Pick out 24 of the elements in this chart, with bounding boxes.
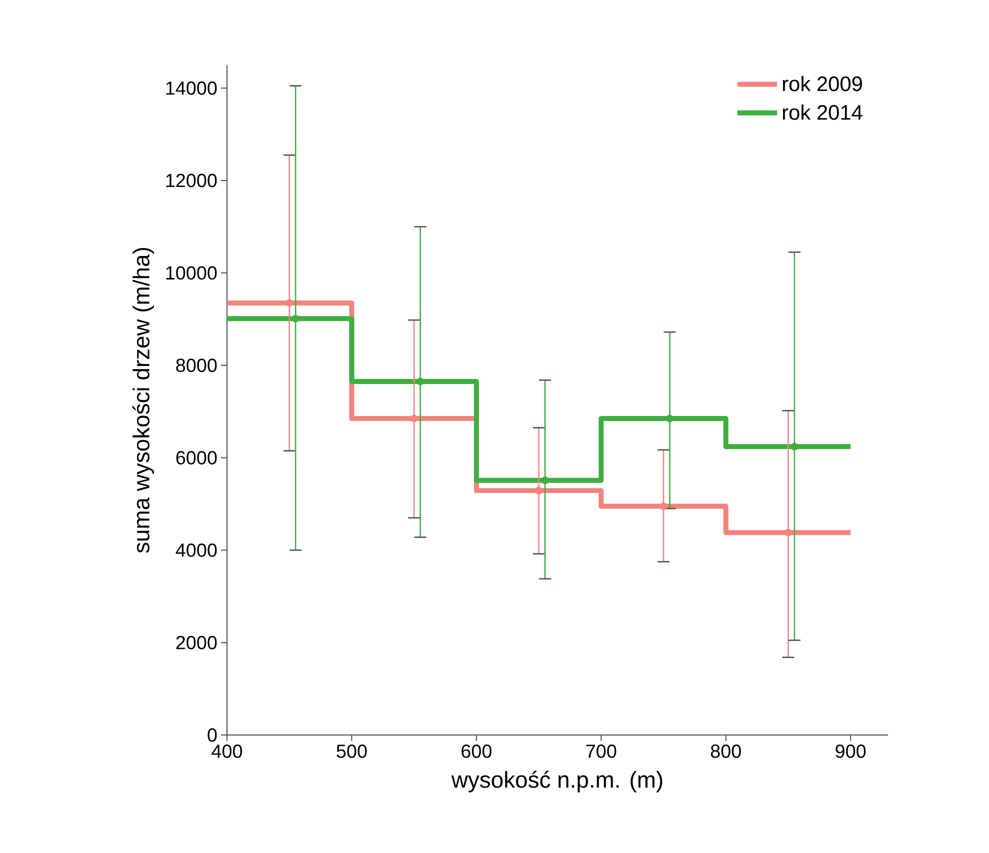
legend-label: rok 2009	[782, 76, 862, 92]
point	[535, 486, 543, 494]
y-tick-label: 2000	[176, 636, 217, 650]
x-tick-label: 500	[336, 744, 367, 758]
x-tick-label: 400	[212, 744, 242, 758]
x-axis-title: wysokość n.p.m. (m)	[451, 770, 662, 792]
point	[790, 442, 798, 450]
point	[660, 502, 668, 510]
y-tick-label: 8000	[176, 358, 217, 372]
y-axis-title: suma wysokości drzew (m/ha)	[132, 248, 154, 553]
point	[541, 476, 549, 484]
x-tick-label: 900	[836, 744, 866, 758]
y-tick-label: 6000	[176, 451, 217, 464]
y-tick-label: 0	[208, 728, 217, 742]
point	[292, 314, 300, 322]
x-tick-label: 600	[462, 744, 492, 758]
y-tick-label: 12000	[166, 174, 217, 188]
x-tick-label: 800	[710, 744, 741, 758]
legend-label: rok 2014	[782, 104, 862, 120]
y-tick-label: 4000	[176, 543, 217, 557]
x-tick-label: 700	[586, 744, 616, 758]
point	[784, 528, 792, 536]
y-tick-label: 14000	[166, 81, 217, 95]
y-tick-label: 10000	[166, 266, 217, 280]
